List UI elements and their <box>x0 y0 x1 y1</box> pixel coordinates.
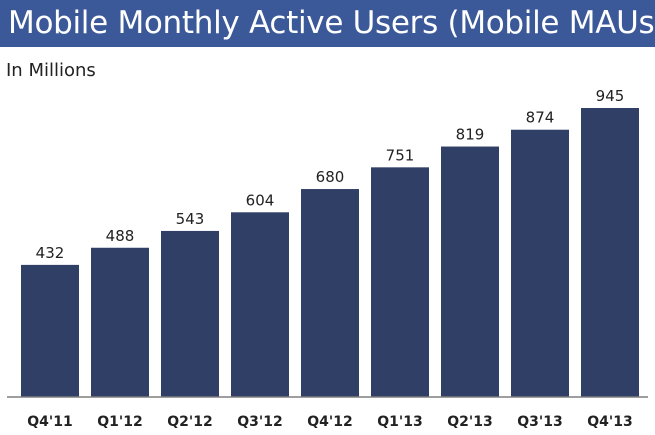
title-bar: Mobile Monthly Active Users (Mobile MAUs… <box>0 0 655 47</box>
data-label-7: 874 <box>526 109 555 127</box>
data-label-2: 543 <box>176 210 205 228</box>
x-tick-label-1: Q1'12 <box>97 414 142 430</box>
x-tick-label-3: Q3'12 <box>237 414 282 430</box>
x-tick-label-6: Q2'13 <box>447 414 492 430</box>
bar-6 <box>441 146 499 397</box>
x-tick-label-5: Q1'13 <box>377 414 422 430</box>
data-label-1: 488 <box>106 227 135 245</box>
data-label-8: 945 <box>596 87 625 105</box>
chart-subtitle: In Millions <box>6 60 96 81</box>
x-tick-label-4: Q4'12 <box>307 414 352 430</box>
x-tick-label-7: Q3'13 <box>517 414 562 430</box>
x-tick-label-8: Q4'13 <box>587 414 632 430</box>
bar-7 <box>511 129 569 397</box>
bar-0 <box>21 264 79 397</box>
bar-1 <box>91 247 149 397</box>
bar-8 <box>581 108 639 397</box>
data-label-3: 604 <box>246 191 275 209</box>
data-label-4: 680 <box>316 168 345 186</box>
x-tick-label-2: Q2'12 <box>167 414 212 430</box>
bar-3 <box>231 212 289 397</box>
bar-4 <box>301 189 359 397</box>
chart-title: Mobile Monthly Active Users (Mobile MAUs… <box>8 5 655 41</box>
data-label-0: 432 <box>36 244 65 262</box>
data-label-6: 819 <box>456 126 485 144</box>
bar-2 <box>161 230 219 397</box>
data-label-5: 751 <box>386 146 415 164</box>
bar-5 <box>371 167 429 397</box>
x-tick-label-0: Q4'11 <box>27 414 72 430</box>
